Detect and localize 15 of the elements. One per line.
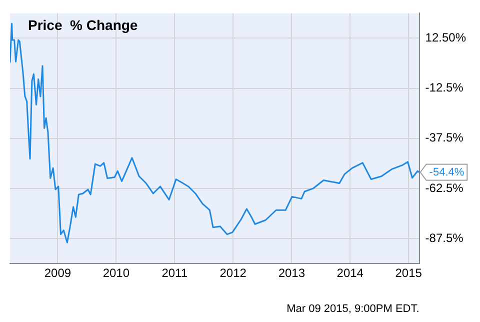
y-tick-label: -62.5% [425, 180, 464, 195]
y-tick-label: -12.5% [425, 80, 464, 95]
x-tick-label: 2013 [278, 266, 306, 280]
x-tick-label: 2012 [220, 266, 247, 280]
x-tick-label: 2010 [102, 266, 130, 280]
y-tick-label: -87.5% [425, 230, 464, 245]
chart-title: Price % Change [28, 17, 138, 34]
x-tick-label: 2009 [44, 266, 72, 280]
x-tick-label: 2015 [395, 266, 422, 280]
x-tick-label: 2014 [336, 266, 364, 280]
y-tick-label: 12.50% [425, 30, 466, 45]
x-tick-label: 2011 [162, 266, 188, 280]
y-tick-label: -37.5% [425, 130, 464, 145]
text: -54.4% [429, 166, 464, 178]
text: Mar 09 2015, 9:00PM EDT. [286, 303, 420, 315]
